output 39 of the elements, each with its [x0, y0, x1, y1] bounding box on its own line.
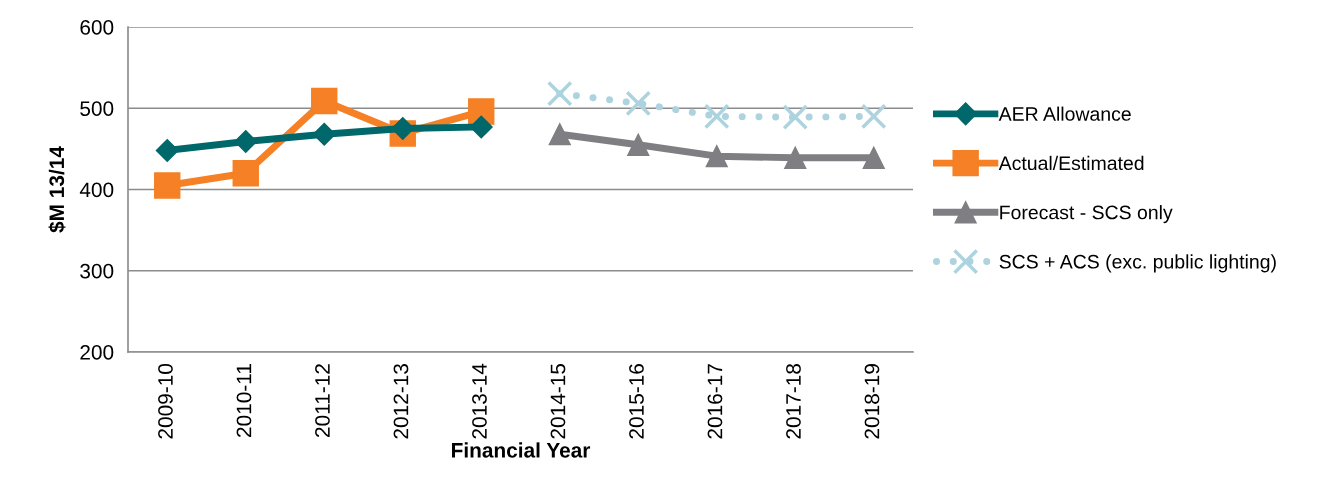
point	[155, 139, 179, 162]
point	[546, 80, 573, 107]
point	[860, 103, 887, 130]
point	[784, 146, 807, 169]
x-tick-label: 2012-13	[393, 364, 409, 439]
legend-label: AER Allowance	[998, 106, 1131, 121]
x-tick-label: 2015-16	[629, 364, 644, 439]
point	[862, 146, 885, 169]
x-tick-label: 2017-18	[786, 364, 801, 439]
y-tick-label: 200	[80, 345, 114, 360]
point	[548, 123, 571, 146]
y-axis-title: $M 13/14	[48, 146, 66, 233]
x-axis-title: Financial Year	[452, 442, 591, 458]
point	[391, 117, 415, 141]
point	[234, 130, 258, 154]
point	[232, 160, 259, 187]
x-tick-label: 2010-11	[236, 364, 252, 437]
legend-label: Forecast - SCS only	[1000, 205, 1173, 224]
point	[703, 103, 730, 130]
x-tick-label: 2011-12	[315, 364, 330, 437]
point	[782, 104, 809, 131]
y-tick-label: 400	[79, 182, 114, 198]
legend-label: Actual/Estimated	[998, 155, 1144, 171]
point	[705, 145, 728, 168]
point	[311, 87, 338, 115]
point	[154, 172, 181, 199]
y-tick-label: 600	[80, 20, 114, 35]
x-tick-label: 2013-14	[472, 363, 487, 439]
point	[469, 115, 493, 139]
x-tick-label: 2009-10	[158, 363, 173, 439]
x-tick-label: 2016-17	[707, 364, 723, 439]
y-tick-label: 500	[80, 101, 114, 116]
point	[312, 122, 336, 146]
legend-label: SCS + ACS (exc. public lighting)	[999, 254, 1276, 273]
x-tick-label: 2018-19	[864, 364, 880, 439]
x-tick-label: 2014-15	[550, 363, 566, 439]
point	[627, 133, 650, 156]
y-tick-label: 300	[80, 263, 114, 279]
point	[625, 90, 652, 117]
